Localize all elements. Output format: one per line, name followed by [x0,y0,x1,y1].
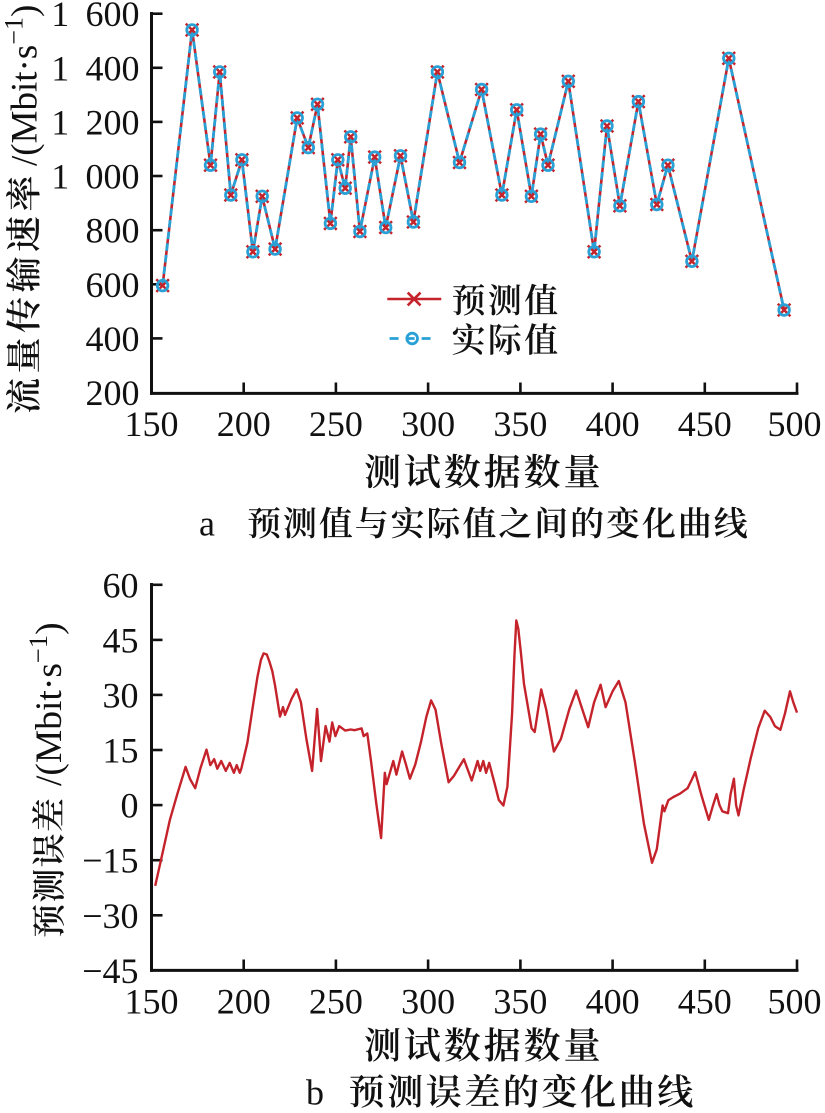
svg-text:500: 500 [768,404,822,444]
svg-text:0: 0 [121,786,139,826]
svg-text:200: 200 [217,982,271,1022]
svg-text:b: b [306,1073,324,1113]
svg-text:−15: −15 [82,841,138,881]
svg-text:30: 30 [103,675,139,715]
svg-text:300: 300 [401,404,455,444]
svg-text:200: 200 [86,373,140,413]
svg-text:−30: −30 [82,896,138,936]
svg-text:250: 250 [309,404,363,444]
svg-text:150: 150 [125,404,179,444]
svg-text:400: 400 [586,404,640,444]
svg-text:a: a [199,504,215,544]
svg-text:450: 450 [678,982,732,1022]
svg-text:60: 60 [103,565,139,605]
svg-text:250: 250 [309,982,363,1022]
svg-text:150: 150 [125,982,179,1022]
svg-text:200: 200 [217,404,271,444]
svg-text:1 000: 1 000 [51,157,139,197]
svg-text:450: 450 [678,404,732,444]
svg-text:500: 500 [768,982,822,1022]
svg-text:350: 350 [493,404,547,444]
svg-text:400: 400 [86,319,140,359]
svg-text:1 200: 1 200 [51,102,139,142]
svg-text:1 400: 1 400 [51,48,139,88]
svg-text:300: 300 [401,982,455,1022]
svg-text:45: 45 [103,620,139,660]
svg-text:−45: −45 [82,951,138,991]
svg-text:800: 800 [86,211,140,251]
svg-text:1 600: 1 600 [51,0,139,34]
svg-text:600: 600 [86,265,140,305]
svg-text:15: 15 [103,731,139,771]
svg-text:400: 400 [586,982,640,1022]
svg-text:350: 350 [493,982,547,1022]
